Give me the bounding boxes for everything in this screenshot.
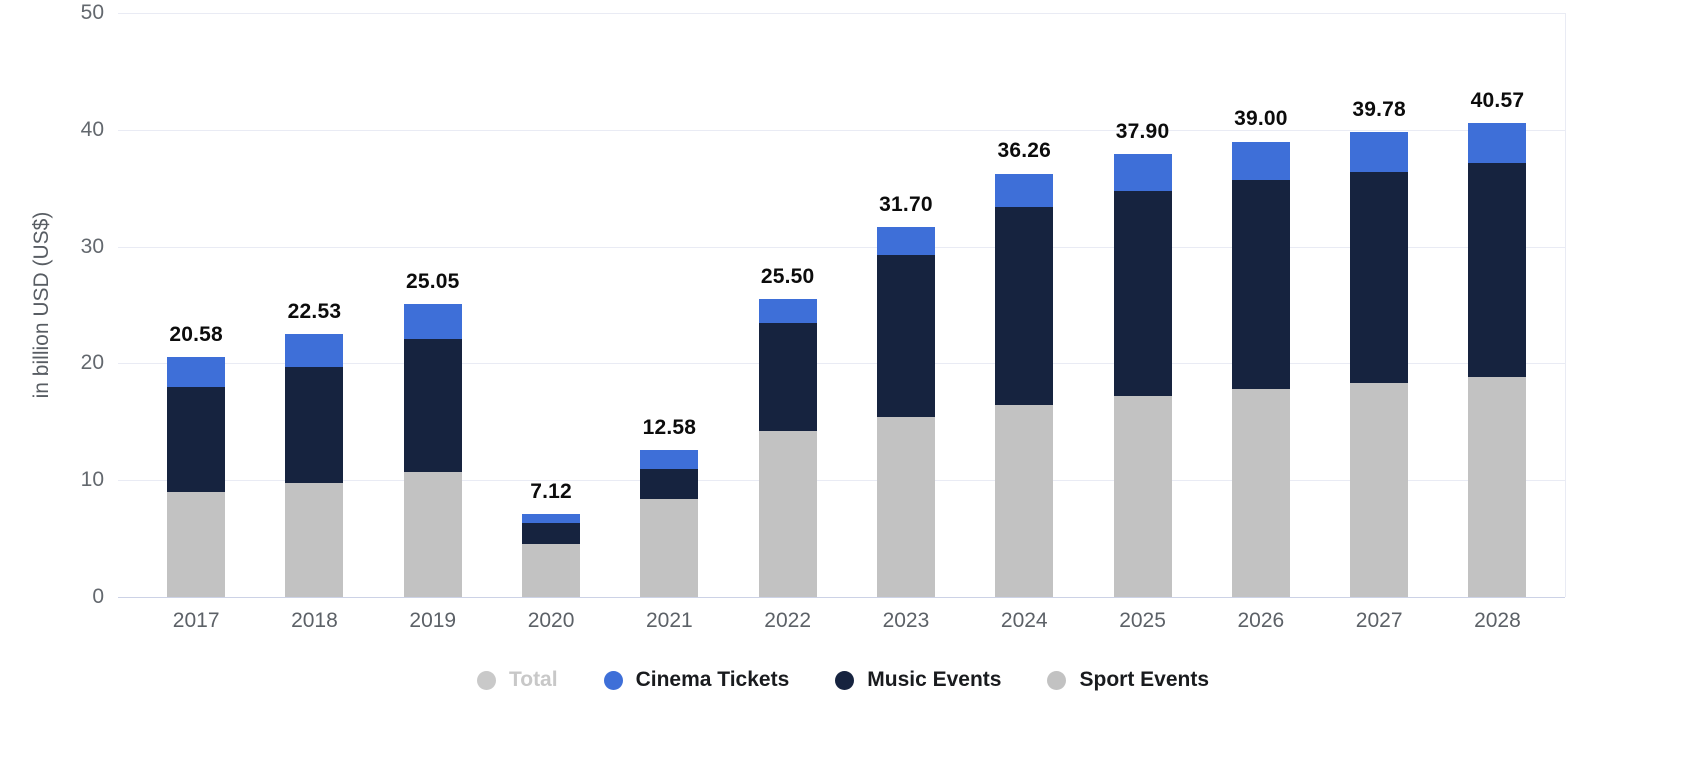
bar-total-label-2028: 40.57	[1470, 89, 1525, 113]
bar-total-label-2027: 39.78	[1352, 98, 1406, 122]
x-axis-label-2025: 2025	[1119, 609, 1166, 632]
legend-item-sport-events[interactable]: Sport Events	[1047, 668, 1209, 692]
bar-segment-sport-events-2028[interactable]	[1468, 377, 1527, 597]
bar-segment-music-events-2019[interactable]	[403, 338, 462, 473]
bar-total-label-2023: 31.70	[879, 192, 933, 216]
bar-segment-music-events-2026[interactable]	[1231, 180, 1290, 390]
bar-segment-cinema-tickets-2018[interactable]	[285, 333, 344, 367]
bar-2026	[1231, 141, 1290, 597]
bar-total-label-2022: 25.50	[760, 265, 815, 289]
bar-total-label-2024: 36.26	[997, 139, 1052, 163]
y-gridline	[118, 480, 1565, 482]
x-axis-label-2020: 2020	[527, 609, 575, 632]
bar-total-label-2019: 25.05	[405, 270, 460, 294]
plot-area	[118, 13, 1566, 598]
legend-label: Sport Events	[1079, 668, 1210, 691]
legend-item-cinema-tickets[interactable]: Cinema Tickets	[603, 668, 790, 692]
bar-segment-sport-events-2018[interactable]	[285, 482, 344, 597]
bar-total-label-2020: 7.12	[530, 479, 572, 503]
bar-segment-cinema-tickets-2023[interactable]	[876, 226, 935, 255]
x-axis-label-2028: 2028	[1474, 609, 1521, 632]
bar-2018	[285, 333, 344, 597]
bar-2024	[995, 173, 1054, 597]
bar-2019	[403, 304, 462, 597]
legend-dot-cinema-tickets	[603, 670, 623, 690]
x-axis-label-2026: 2026	[1237, 609, 1285, 632]
x-axis-label-2027: 2027	[1355, 609, 1403, 632]
legend-label: Cinema Tickets	[635, 668, 790, 691]
x-axis-label-2024: 2024	[1000, 609, 1048, 632]
y-gridline	[118, 13, 1565, 14]
bar-segment-music-events-2022[interactable]	[758, 322, 817, 432]
bar-segment-cinema-tickets-2019[interactable]	[403, 304, 462, 339]
bar-segment-cinema-tickets-2021[interactable]	[640, 450, 699, 469]
bar-segment-sport-events-2023[interactable]	[876, 417, 935, 597]
bar-segment-cinema-tickets-2026[interactable]	[1231, 141, 1290, 181]
bar-segment-sport-events-2025[interactable]	[1113, 396, 1172, 597]
bar-segment-music-events-2018[interactable]	[285, 366, 344, 483]
bar-segment-music-events-2017[interactable]	[167, 386, 226, 492]
y-gridline	[118, 246, 1565, 248]
bar-segment-music-events-2021[interactable]	[640, 468, 699, 499]
bar-segment-sport-events-2021[interactable]	[640, 498, 699, 597]
x-axis-label-2018: 2018	[291, 609, 338, 632]
legend-dot-sport-events	[1047, 670, 1067, 690]
bar-segment-music-events-2024[interactable]	[995, 206, 1054, 406]
bar-segment-sport-events-2026[interactable]	[1231, 389, 1290, 597]
bar-total-label-2018: 22.53	[287, 299, 342, 323]
bar-2020	[522, 513, 581, 597]
legend-item-music-events[interactable]: Music Events	[835, 668, 1001, 692]
bar-2023	[876, 226, 935, 597]
x-axis-label-2017: 2017	[172, 609, 220, 632]
y-gridline	[118, 363, 1565, 365]
x-axis-baseline	[118, 597, 1565, 598]
bar-segment-music-events-2028[interactable]	[1468, 162, 1527, 378]
legend-dot-total	[476, 670, 496, 690]
bar-total-label-2017: 20.58	[169, 322, 223, 346]
bar-2027	[1350, 132, 1409, 597]
bar-segment-cinema-tickets-2024[interactable]	[995, 173, 1054, 207]
legend-label: Music Events	[867, 668, 1002, 691]
bar-segment-cinema-tickets-2020[interactable]	[522, 513, 581, 524]
bar-segment-cinema-tickets-2027[interactable]	[1350, 132, 1409, 172]
bar-segment-cinema-tickets-2025[interactable]	[1113, 154, 1172, 191]
bar-total-label-2026: 39.00	[1234, 107, 1288, 131]
bar-segment-sport-events-2019[interactable]	[403, 472, 462, 597]
bar-segment-music-events-2023[interactable]	[876, 254, 935, 418]
x-axis-label-2023: 2023	[882, 609, 930, 632]
legend-dot-music-events	[835, 670, 855, 690]
bar-2022	[758, 299, 817, 597]
y-axis-tick-label: 30	[80, 234, 104, 258]
bar-segment-music-events-2025[interactable]	[1113, 190, 1172, 397]
bar-segment-sport-events-2022[interactable]	[758, 431, 817, 597]
bar-segment-sport-events-2017[interactable]	[167, 491, 226, 597]
bar-2021	[640, 450, 699, 597]
y-gridline	[118, 129, 1565, 131]
bar-segment-cinema-tickets-2022[interactable]	[758, 299, 817, 323]
bar-segment-sport-events-2024[interactable]	[995, 405, 1054, 597]
bar-2028	[1468, 123, 1527, 597]
y-axis-tick-label: 20	[80, 351, 104, 375]
bar-2025	[1113, 154, 1172, 597]
bar-2017	[167, 356, 226, 597]
bar-segment-music-events-2020[interactable]	[522, 523, 581, 545]
y-axis-tick-label: 0	[92, 585, 104, 608]
x-axis-label-2022: 2022	[764, 609, 811, 632]
bar-segment-cinema-tickets-2017[interactable]	[167, 356, 226, 387]
x-axis-label-2021: 2021	[645, 609, 693, 632]
y-axis-tick-label: 40	[80, 117, 104, 141]
legend-label: Total	[508, 668, 558, 691]
bar-segment-sport-events-2027[interactable]	[1350, 383, 1409, 597]
legend: Total Cinema Tickets Music Events Sport Eve…	[0, 668, 1686, 692]
bar-total-label-2021: 12.58	[642, 416, 697, 440]
bar-segment-music-events-2027[interactable]	[1350, 171, 1409, 384]
bar-segment-cinema-tickets-2028[interactable]	[1468, 123, 1527, 163]
y-axis-tick-label: 10	[80, 468, 104, 492]
y-axis-tick-label: 50	[80, 1, 104, 24]
bar-segment-sport-events-2020[interactable]	[522, 544, 581, 597]
legend-item-total[interactable]: Total	[476, 668, 558, 692]
x-axis-label-2019: 2019	[409, 609, 457, 632]
bar-total-label-2025: 37.90	[1115, 120, 1170, 144]
